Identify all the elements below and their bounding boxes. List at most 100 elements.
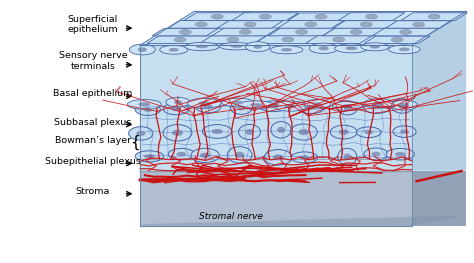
- Polygon shape: [140, 45, 412, 171]
- Ellipse shape: [199, 101, 210, 105]
- Polygon shape: [288, 13, 355, 21]
- Ellipse shape: [400, 30, 411, 34]
- Text: Subepithelial plexus: Subepithelial plexus: [45, 157, 141, 166]
- Ellipse shape: [364, 100, 391, 113]
- Ellipse shape: [284, 104, 296, 108]
- Polygon shape: [373, 28, 439, 36]
- Ellipse shape: [160, 45, 188, 54]
- Ellipse shape: [292, 152, 318, 163]
- Polygon shape: [364, 36, 430, 43]
- Ellipse shape: [338, 129, 349, 135]
- Ellipse shape: [364, 130, 374, 134]
- Ellipse shape: [290, 124, 317, 140]
- Ellipse shape: [188, 98, 221, 108]
- Ellipse shape: [246, 42, 270, 52]
- Polygon shape: [338, 13, 405, 21]
- Ellipse shape: [129, 44, 155, 55]
- Ellipse shape: [211, 129, 223, 134]
- Polygon shape: [305, 36, 372, 43]
- Polygon shape: [333, 21, 400, 28]
- Ellipse shape: [304, 99, 330, 109]
- Ellipse shape: [196, 101, 221, 113]
- Ellipse shape: [246, 129, 254, 135]
- Ellipse shape: [238, 101, 273, 109]
- Ellipse shape: [219, 43, 254, 50]
- Ellipse shape: [163, 125, 192, 141]
- Ellipse shape: [238, 124, 260, 140]
- Ellipse shape: [274, 101, 307, 111]
- Ellipse shape: [413, 22, 425, 27]
- Ellipse shape: [211, 14, 223, 19]
- Ellipse shape: [400, 103, 409, 107]
- Ellipse shape: [281, 48, 292, 52]
- Ellipse shape: [374, 101, 384, 105]
- Ellipse shape: [309, 43, 338, 53]
- Ellipse shape: [372, 104, 383, 109]
- Polygon shape: [401, 13, 467, 21]
- Ellipse shape: [235, 152, 244, 158]
- Ellipse shape: [232, 101, 244, 104]
- Ellipse shape: [319, 46, 328, 50]
- Ellipse shape: [398, 103, 407, 109]
- Ellipse shape: [171, 107, 181, 111]
- Text: {: {: [130, 135, 140, 150]
- Text: Bowman’s layer: Bowman’s layer: [55, 136, 131, 145]
- Ellipse shape: [296, 29, 308, 34]
- Ellipse shape: [128, 127, 153, 140]
- Ellipse shape: [163, 103, 189, 115]
- Ellipse shape: [143, 108, 153, 112]
- Ellipse shape: [365, 14, 377, 19]
- Ellipse shape: [364, 99, 393, 108]
- Ellipse shape: [200, 153, 210, 158]
- Ellipse shape: [305, 22, 317, 27]
- Polygon shape: [184, 13, 251, 21]
- Ellipse shape: [244, 22, 256, 27]
- Polygon shape: [277, 21, 344, 28]
- Ellipse shape: [346, 46, 357, 50]
- Polygon shape: [140, 11, 466, 45]
- Ellipse shape: [144, 154, 155, 159]
- Ellipse shape: [168, 148, 194, 160]
- Ellipse shape: [230, 102, 252, 114]
- Ellipse shape: [330, 125, 357, 139]
- Ellipse shape: [344, 154, 351, 160]
- Ellipse shape: [391, 37, 403, 42]
- Ellipse shape: [259, 14, 271, 19]
- Ellipse shape: [202, 125, 232, 138]
- Polygon shape: [217, 21, 283, 28]
- Polygon shape: [168, 21, 235, 28]
- Ellipse shape: [428, 14, 440, 19]
- Ellipse shape: [166, 97, 190, 107]
- Ellipse shape: [195, 22, 207, 27]
- Ellipse shape: [342, 104, 353, 108]
- Ellipse shape: [128, 99, 161, 109]
- Polygon shape: [212, 28, 279, 36]
- Ellipse shape: [264, 150, 292, 165]
- Ellipse shape: [179, 30, 191, 34]
- Polygon shape: [412, 11, 466, 171]
- Ellipse shape: [360, 22, 372, 27]
- Ellipse shape: [239, 29, 251, 34]
- Ellipse shape: [312, 102, 322, 106]
- Ellipse shape: [268, 104, 279, 108]
- Ellipse shape: [174, 100, 182, 104]
- Ellipse shape: [273, 154, 283, 160]
- Ellipse shape: [169, 48, 179, 52]
- Ellipse shape: [306, 105, 316, 110]
- Ellipse shape: [138, 47, 147, 52]
- Ellipse shape: [350, 29, 362, 34]
- Ellipse shape: [370, 45, 380, 48]
- Polygon shape: [268, 28, 335, 36]
- Polygon shape: [386, 21, 452, 28]
- Ellipse shape: [271, 122, 291, 138]
- Ellipse shape: [191, 148, 219, 163]
- Polygon shape: [140, 171, 412, 226]
- Polygon shape: [412, 171, 466, 226]
- Ellipse shape: [172, 130, 183, 136]
- Ellipse shape: [300, 155, 310, 160]
- Text: Stromal nerve: Stromal nerve: [199, 212, 263, 221]
- Ellipse shape: [392, 99, 414, 113]
- Ellipse shape: [196, 45, 208, 48]
- Ellipse shape: [259, 101, 288, 112]
- Polygon shape: [152, 28, 219, 36]
